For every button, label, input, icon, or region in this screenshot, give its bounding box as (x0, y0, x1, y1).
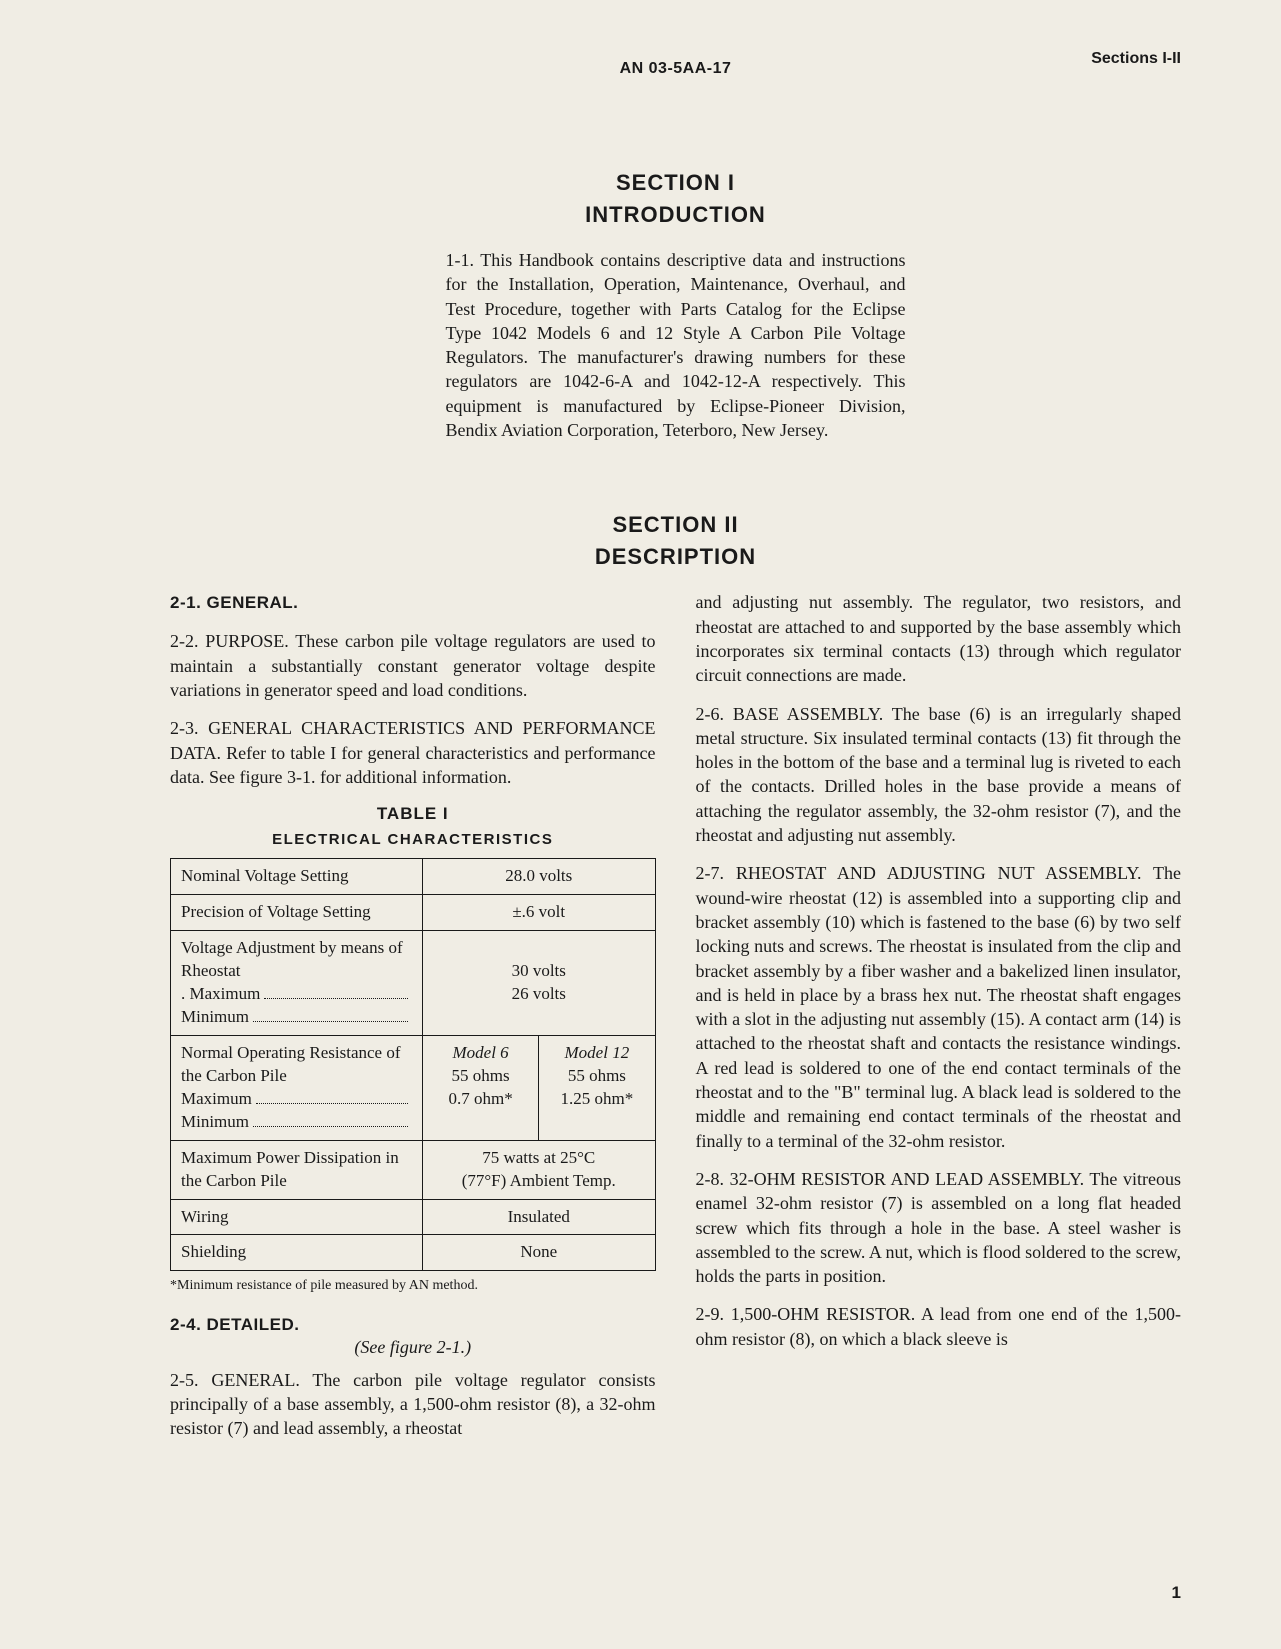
left-column: 2-1. GENERAL. 2-2. PURPOSE. These carbon… (170, 590, 656, 1454)
section-1-title: SECTION I (170, 170, 1181, 196)
para-2-5: 2-5. GENERAL. The carbon pile voltage re… (170, 1368, 656, 1441)
cell-label: Shielding (171, 1235, 423, 1271)
table-row: Nominal Voltage Setting 28.0 volts (171, 859, 656, 895)
cell-label: Normal Operating Resistance of the Carbo… (171, 1035, 423, 1140)
para-2-9: 2-9. 1,500-OHM RESISTOR. A lead from one… (696, 1302, 1182, 1351)
cell-value-a: Model 6 55 ohms 0.7 ohm* (422, 1035, 538, 1140)
value-line: (77°F) Ambient Temp. (433, 1170, 645, 1193)
table-row: Wiring Insulated (171, 1199, 656, 1235)
page-number: 1 (1172, 1583, 1181, 1603)
table-row: Maximum Power Dissipation in the Carbon … (171, 1140, 656, 1199)
table-row: Normal Operating Resistance of the Carbo… (171, 1035, 656, 1140)
header: AN 03-5AA-17 Sections I-II (170, 60, 1181, 100)
cell-value: ±.6 volt (422, 895, 655, 931)
cell-value: None (422, 1235, 655, 1271)
table-1-caption: TABLE I (170, 803, 656, 826)
two-column-body: 2-1. GENERAL. 2-2. PURPOSE. These carbon… (170, 590, 1181, 1454)
para-continuation: and adjusting nut assembly. The regulato… (696, 590, 1182, 687)
table-1-subcaption: ELECTRICAL CHARACTERISTICS (170, 830, 656, 850)
cell-value: Insulated (422, 1199, 655, 1235)
cell-label: Nominal Voltage Setting (171, 859, 423, 895)
cell-label: Precision of Voltage Setting (171, 895, 423, 931)
see-figure-note: (See figure 2-1.) (170, 1335, 656, 1359)
sub-value: 55 ohms (549, 1065, 644, 1088)
cell-label: Wiring (171, 1199, 423, 1235)
para-2-7: 2-7. RHEOSTAT AND ADJUSTING NUT ASSEMBLY… (696, 861, 1182, 1153)
para-2-3: 2-3. GENERAL CHARACTERISTICS AND PERFORM… (170, 716, 656, 789)
cell-value: 75 watts at 25°C (77°F) Ambient Temp. (422, 1140, 655, 1199)
table-footnote: *Minimum resistance of pile measured by … (170, 1277, 656, 1296)
cell-label: Voltage Adjustment by means of Rheostat … (171, 931, 423, 1036)
cell-value-b: Model 12 55 ohms 1.25 ohm* (539, 1035, 655, 1140)
table-row: Voltage Adjustment by means of Rheostat … (171, 931, 656, 1036)
col-head: Model 6 (452, 1043, 508, 1062)
cell-label-text: Normal Operating Resistance of the Carbo… (181, 1043, 401, 1085)
sub-key: . Maximum (181, 983, 260, 1006)
cell-label: Maximum Power Dissipation in the Carbon … (171, 1140, 423, 1199)
heading-2-4: 2-4. DETAILED. (170, 1315, 299, 1334)
sub-value: 30 volts (433, 960, 645, 983)
sub-key: Minimum (181, 1006, 249, 1029)
para-2-2: 2-2. PURPOSE. These carbon pile voltage … (170, 629, 656, 702)
cell-value: 30 volts 26 volts (422, 931, 655, 1036)
section-1-heading: SECTION I INTRODUCTION (170, 170, 1181, 228)
cell-label-text: Voltage Adjustment by means of Rheostat (181, 938, 403, 980)
section-1-subtitle: INTRODUCTION (170, 202, 1181, 228)
para-2-8: 2-8. 32-OHM RESISTOR AND LEAD ASSEMBLY. … (696, 1167, 1182, 1288)
cell-value: 28.0 volts (422, 859, 655, 895)
table-row: Precision of Voltage Setting ±.6 volt (171, 895, 656, 931)
intro-wrap: 1-1. This Handbook contains descriptive … (170, 248, 1181, 442)
value-line: 75 watts at 25°C (433, 1147, 645, 1170)
section-2-title: SECTION II (170, 512, 1181, 538)
col-head: Model 12 (565, 1043, 630, 1062)
sub-key: Minimum (181, 1111, 249, 1134)
table-row: Shielding None (171, 1235, 656, 1271)
sub-value: 0.7 ohm* (433, 1088, 528, 1111)
section-2-subtitle: DESCRIPTION (170, 544, 1181, 570)
sub-key: Maximum (181, 1088, 252, 1111)
para-2-6: 2-6. BASE ASSEMBLY. The base (6) is an i… (696, 702, 1182, 848)
sections-label: Sections I-II (1091, 50, 1181, 68)
sub-value: 1.25 ohm* (549, 1088, 644, 1111)
sub-value: 26 volts (433, 983, 645, 1006)
right-column: and adjusting nut assembly. The regulato… (696, 590, 1182, 1454)
document-id: AN 03-5AA-17 (620, 60, 732, 78)
page: AN 03-5AA-17 Sections I-II SECTION I INT… (0, 0, 1281, 1649)
table-electrical-characteristics: Nominal Voltage Setting 28.0 volts Preci… (170, 858, 656, 1271)
heading-2-1: 2-1. GENERAL. (170, 593, 298, 612)
sub-value: 55 ohms (433, 1065, 528, 1088)
section-2-heading: SECTION II DESCRIPTION (170, 512, 1181, 570)
para-1-1: 1-1. This Handbook contains descriptive … (446, 248, 906, 442)
